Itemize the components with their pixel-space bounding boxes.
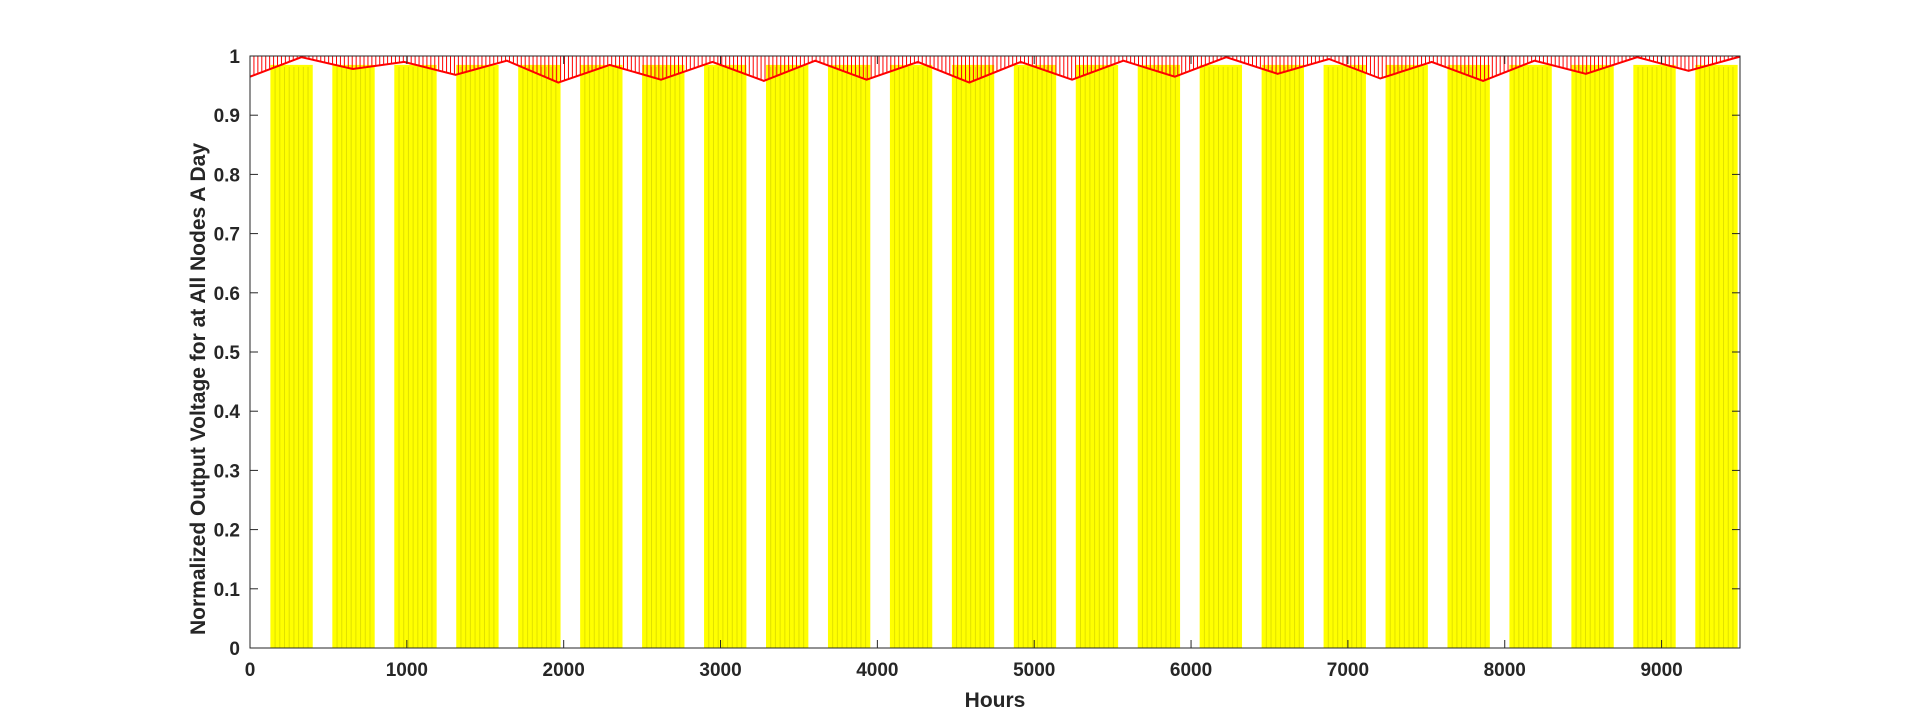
bar-block-18 [1323,64,1366,648]
y-tick-label: 0.4 [214,402,241,423]
y-tick-label: 0.7 [214,225,240,246]
y-tick-label: 0.5 [214,343,241,364]
bar-block-22 [1571,64,1614,648]
x-tick-label: 6000 [1170,660,1212,681]
bar-block-17 [1261,64,1304,648]
y-tick-label: 0.8 [214,165,240,186]
bar-block-23 [1633,64,1676,648]
x-tick-label: 1000 [386,660,428,681]
bar-block-21 [1509,64,1552,648]
x-axis-label: Hours [965,689,1026,712]
bar-block-6 [580,64,623,648]
bar-block-10 [827,64,871,648]
bar-block-13 [1013,64,1057,648]
bar-block-3 [394,64,437,648]
y-tick-label: 1 [229,47,240,68]
bar-block-1 [270,64,313,648]
voltage-line [249,55,1741,84]
y-tick-label: 0.3 [214,461,240,482]
y-axis-label: Normalized Output Voltage for at All Nod… [187,143,210,635]
voltage-series [249,55,1741,84]
bar-series [270,64,1738,648]
x-tick-label: 0 [245,660,256,681]
x-tick-label: 9000 [1640,660,1682,681]
y-tick-label: 0 [229,639,240,660]
bar-block-19 [1385,64,1428,648]
x-tick-label: 3000 [699,660,741,681]
bar-block-5 [518,64,561,648]
bar-block-9 [766,64,809,648]
x-tick-label: 7000 [1327,660,1369,681]
bar-block-15 [1137,64,1181,648]
bar-block-20 [1447,64,1490,648]
bar-block-2 [332,64,375,648]
y-tick-labels: 0 0.1 0.2 0.3 0.4 0.5 0.6 0.7 0.8 0.9 1 [214,47,1740,660]
bar-block-14 [1075,64,1119,648]
bar-block-16 [1199,64,1243,648]
bar-block-24 [1695,64,1738,648]
x-tick-labels: 0 1000 2000 3000 4000 5000 6000 7000 8000 9000 [245,56,1683,681]
bar-block-11 [889,64,933,648]
x-tick-label: 2000 [543,660,585,681]
x-tick-label: 5000 [1013,660,1055,681]
bar-block-8 [704,64,747,648]
bar-block-12 [951,64,995,648]
y-tick-label: 0.2 [214,521,240,542]
x-tick-label: 8000 [1484,660,1526,681]
bar-block-7 [642,64,685,648]
y-tick-label: 0.9 [214,106,240,127]
y-tick-label: 0.6 [214,284,240,305]
bar-block-4 [456,64,499,648]
x-tick-label: 4000 [856,660,898,681]
y-tick-label: 0.1 [214,580,241,601]
